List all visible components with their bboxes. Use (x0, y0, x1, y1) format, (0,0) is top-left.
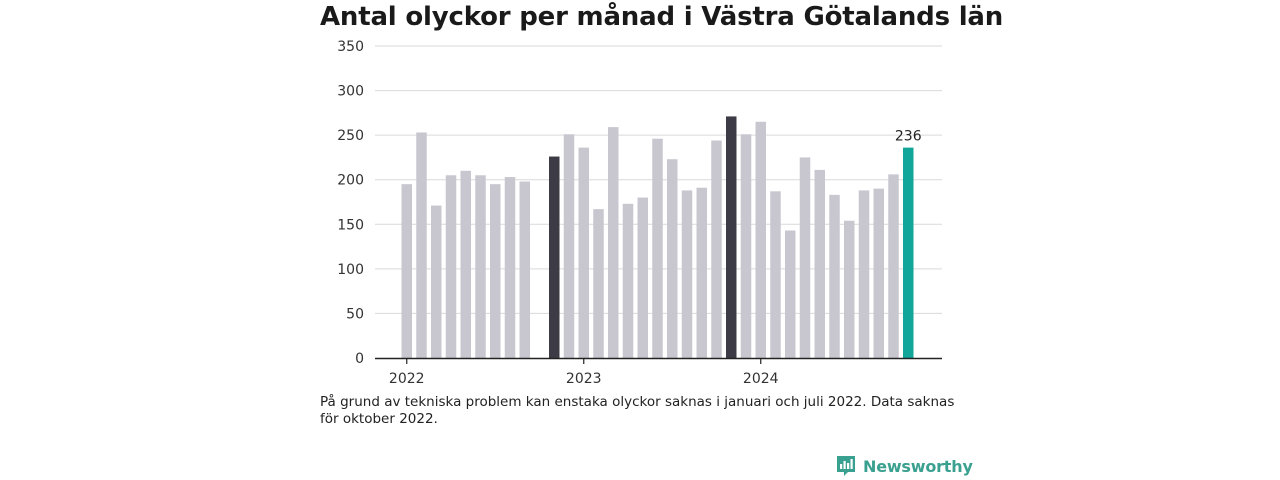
bar-2023-11 (726, 116, 737, 359)
bar-2022-09 (519, 181, 530, 358)
bar-2024-05 (814, 169, 825, 358)
bar-2022-12 (563, 134, 575, 358)
bar-2024-09 (873, 188, 884, 358)
footnote: På grund av tekniska problem kan enstaka… (320, 394, 955, 427)
y-tick-label: 250 (337, 128, 364, 144)
newsworthy-logo-icon (837, 456, 855, 476)
bar-2023-03 (608, 127, 619, 359)
bar-2023-05 (637, 197, 648, 358)
y-tick-label: 200 (337, 173, 364, 189)
bars (401, 116, 914, 359)
x-axis: 2022 2023 2024 (375, 357, 942, 387)
bar-2022-02 (416, 132, 427, 358)
bar-2024-02 (770, 191, 781, 358)
bar-2022-01 (401, 184, 412, 358)
bar-2022-07 (490, 184, 501, 358)
y-tick-label: 300 (337, 84, 364, 100)
bar-2024-03 (785, 230, 796, 358)
bar-2022-03 (431, 205, 442, 358)
data-labels: 236 (895, 129, 922, 145)
bar-2024-04 (799, 157, 811, 358)
bar-chart: 0 50 100 150 200 250 300 350 2022 2023 2024 236 (337, 39, 942, 387)
bar-2023-01 (578, 147, 589, 358)
x-tick-label: 2022 (389, 371, 425, 387)
bar-2023-02 (593, 209, 604, 358)
bar-2024-11 (903, 147, 914, 358)
bar-2024-06 (829, 194, 840, 358)
bar-2023-04 (622, 203, 634, 358)
y-tick-label: 350 (337, 39, 364, 55)
bar-2023-07 (667, 159, 678, 358)
bar-2022-11 (549, 156, 560, 358)
brand-logo[interactable]: Newsworthy (835, 454, 973, 478)
y-tick-label: 150 (337, 217, 364, 233)
bar-2022-04 (445, 175, 457, 358)
bar-2024-07 (844, 220, 855, 358)
bar-2023-09 (696, 187, 707, 358)
chart-title: Antal olyckor per månad i Västra Götalan… (320, 2, 1004, 32)
y-tick-label: 0 (355, 351, 364, 367)
bar-2023-06 (652, 138, 663, 358)
brand-name: Newsworthy (863, 456, 973, 476)
bar-2024-01 (755, 121, 766, 359)
bar-2023-12 (740, 134, 752, 358)
bar-2024-08 (858, 190, 870, 358)
y-tick-label: 100 (337, 262, 364, 278)
y-tick-label: 50 (346, 306, 364, 322)
bar-2022-06 (475, 175, 486, 358)
bar-2023-08 (681, 190, 693, 358)
y-axis-ticks: 0 50 100 150 200 250 300 350 (337, 39, 364, 367)
x-tick-label: 2024 (743, 371, 779, 387)
bar-2022-05 (460, 170, 471, 358)
data-label: 236 (895, 129, 922, 145)
bar-2022-08 (504, 177, 516, 358)
bar-2024-10 (888, 174, 899, 358)
x-tick-label: 2023 (566, 371, 602, 387)
bar-2023-10 (711, 140, 722, 358)
